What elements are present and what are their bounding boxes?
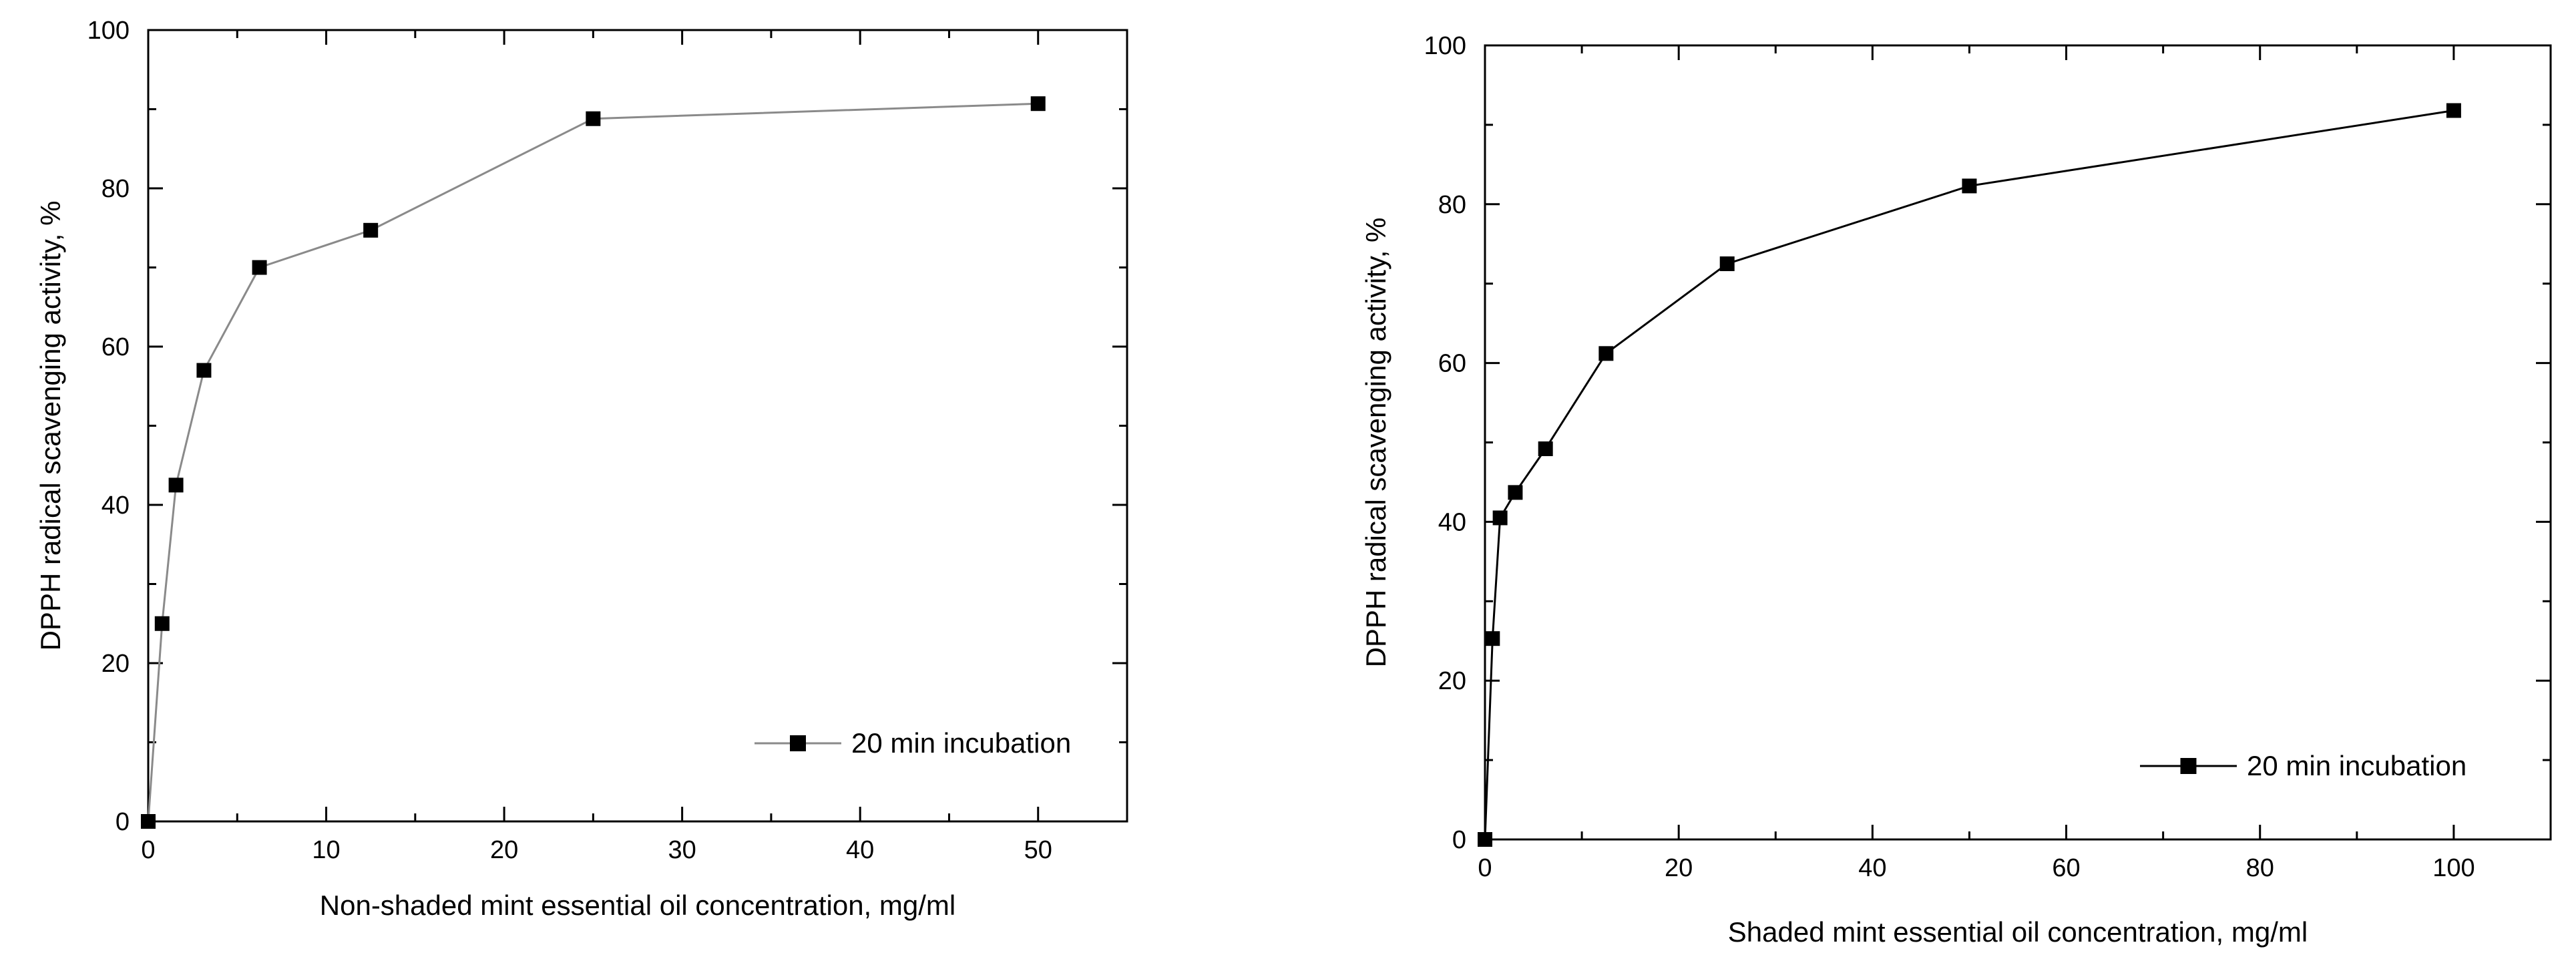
y-tick-label: 20 [101,650,130,678]
data-point [586,111,601,126]
x-tick-label: 40 [1858,854,1886,882]
x-axis-title: Non-shaded mint essential oil concentrat… [320,890,955,921]
data-point [154,616,170,631]
legend-label: 20 min incubation [2247,750,2466,781]
x-tick-label: 10 [312,836,340,864]
y-tick-label: 40 [1438,508,1466,536]
x-tick-label: 20 [490,836,518,864]
legend-marker [2180,758,2197,774]
data-point [168,477,184,493]
chart-shaded: 0 20 40 60 80 100 0 20 40 60 80 100 Shaded mint esse… [1360,32,2552,948]
data-point [1492,510,1508,526]
y-tick-label: 60 [101,333,130,361]
legend-marker [790,735,806,751]
data-point [141,814,156,829]
x-axis-title: Shaded mint essential oil concentration,… [1728,916,2308,948]
data-point [1030,96,1046,112]
legend-label: 20 min incubation [851,727,1071,759]
y-tick-label: 40 [101,492,130,520]
data-point [363,222,379,238]
y-tick-label: 0 [116,808,130,836]
y-tick-label: 100 [1424,32,1466,60]
data-point [1538,441,1553,457]
y-tick-label: 20 [1438,667,1466,695]
chart-non-shaded: 0 10 20 30 40 50 0 20 40 60 80 100 Non-shaded mint e… [35,17,1128,921]
data-point [1719,256,1735,271]
x-tick-label: 20 [1665,854,1693,882]
x-tick-label: 50 [1024,836,1052,864]
plot-frame [1484,44,2552,841]
y-tick-label: 60 [1438,350,1466,378]
y-axis-title: DPPH radical scavenging activity, % [1360,218,1391,668]
x-tick-label: 40 [846,836,874,864]
data-point [1485,631,1500,646]
x-tick-label: 60 [2052,854,2080,882]
data-point [196,363,212,378]
y-tick-label: 0 [1452,826,1466,854]
data-point [252,260,267,275]
y-tick-label: 80 [101,175,130,203]
y-tick-label: 100 [87,17,130,45]
series-line [147,102,1038,822]
x-tick-label: 0 [1478,854,1492,882]
x-tick-label: 0 [141,836,155,864]
x-tick-label: 100 [2432,854,2475,882]
data-point [1478,832,1492,847]
data-point [2446,103,2461,118]
plot-frame [147,29,1128,823]
x-tick-label: 30 [668,836,696,864]
data-point [1508,485,1523,500]
y-tick-label: 80 [1438,191,1466,219]
data-point [1598,346,1614,361]
series-line [1484,110,2454,840]
y-axis-title: DPPH radical scavenging activity, % [35,201,66,651]
data-point [1962,178,1977,194]
x-tick-label: 80 [2246,854,2274,882]
